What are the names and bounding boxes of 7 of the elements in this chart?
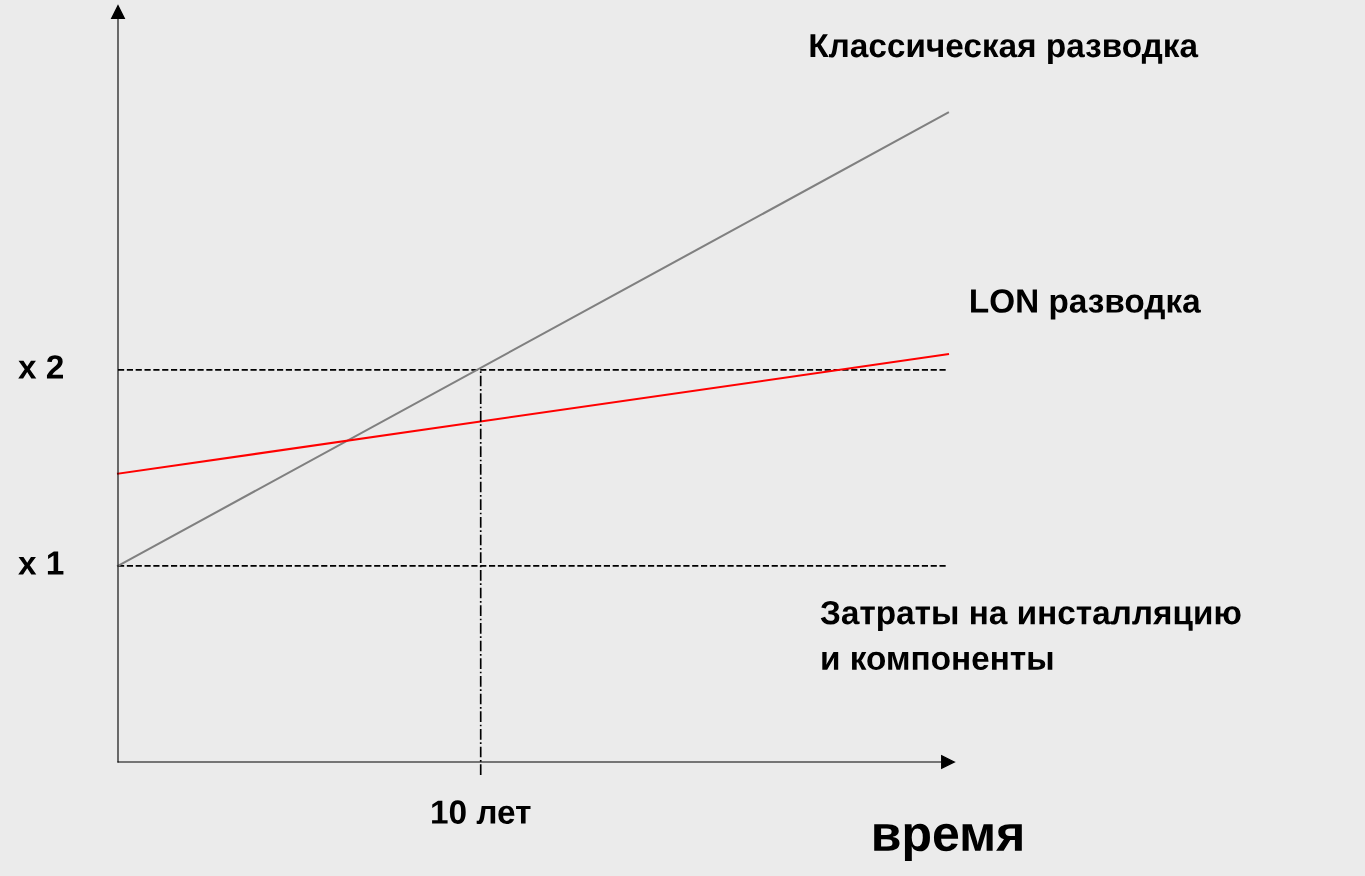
annotation: Затраты на инсталляцию и компоненты (820, 600, 1241, 671)
x-axis-title: время (874, 823, 1022, 862)
ref-line-label: x 2 (18, 355, 63, 379)
series-label: LON разводка (971, 289, 1201, 320)
text: 10 лет (432, 800, 531, 824)
text: Классическая разводка (810, 34, 1199, 65)
ref-line-label: x 1 (18, 551, 64, 575)
